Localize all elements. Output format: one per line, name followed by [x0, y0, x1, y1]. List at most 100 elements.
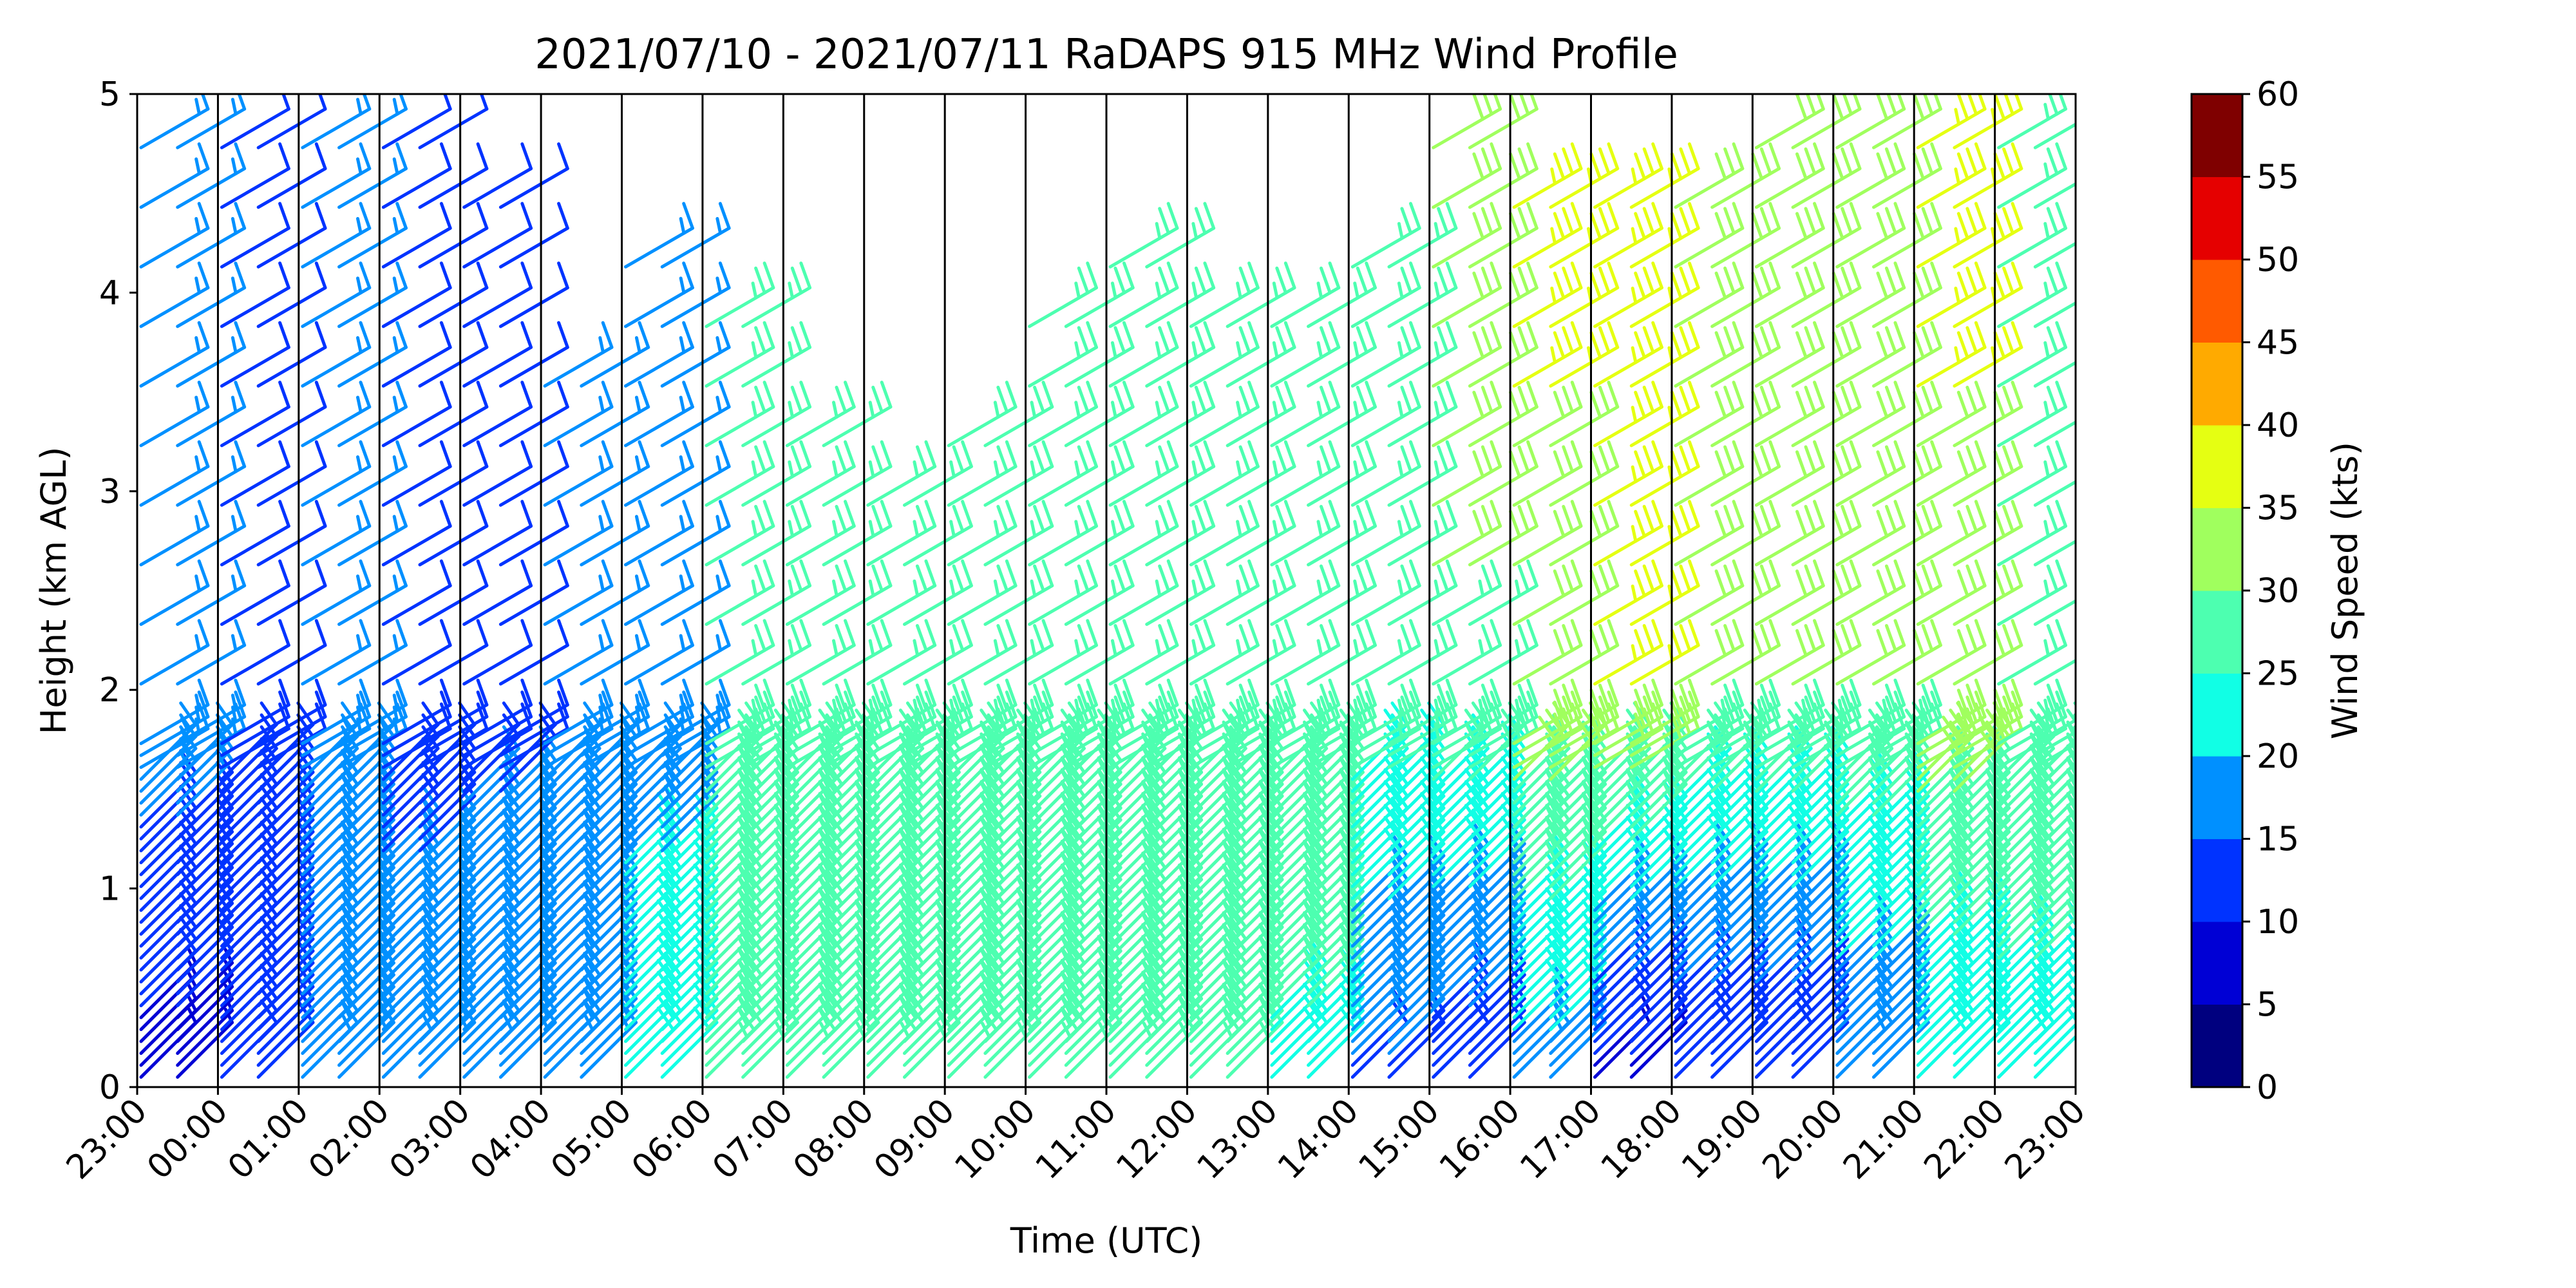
wind-barb	[418, 321, 489, 388]
colorbar-segment	[2192, 673, 2242, 757]
wind-barb	[176, 820, 234, 900]
wind-barb	[1307, 500, 1377, 567]
wind-barb	[902, 619, 973, 686]
wind-barb	[220, 690, 290, 757]
colorbar-tick-label: 55	[2257, 158, 2299, 197]
wind-barb	[1710, 619, 1781, 686]
wind-barb	[822, 381, 893, 448]
wind-barb	[705, 321, 775, 388]
wind-barb	[1307, 619, 1377, 686]
wind-barb	[498, 500, 569, 567]
wind-barb	[705, 440, 775, 507]
wind-barb	[1710, 202, 1781, 269]
colorbar-segment	[2192, 342, 2242, 426]
wind-barb	[1226, 381, 1296, 448]
wind-barb	[256, 440, 327, 507]
wind-barb	[256, 987, 315, 1067]
wind-barb	[176, 844, 234, 924]
x-tick-label: 11:00	[1028, 1092, 1124, 1187]
wind-barb	[785, 678, 856, 745]
wind-barb	[176, 797, 234, 876]
wind-barb	[256, 381, 327, 448]
wind-barb	[947, 678, 1018, 745]
wind-barb	[1710, 440, 1781, 507]
wind-barb	[822, 500, 893, 567]
y-tick-label: 3	[99, 473, 120, 511]
colorbar: 0 5 10 15 20 25 30 35 40 45 50 55 60	[2190, 75, 2299, 1107]
wind-barb	[498, 142, 569, 209]
wind-barb	[1549, 321, 1620, 388]
wind-barb	[741, 678, 812, 745]
wind-barb	[983, 678, 1054, 745]
wind-barb	[301, 381, 372, 448]
wind-barb	[1064, 619, 1135, 686]
wind-barb	[462, 202, 533, 269]
wind-barb	[220, 500, 290, 567]
wind-barb	[301, 559, 372, 626]
wind-barb	[1710, 142, 1781, 209]
wind-barb	[660, 321, 731, 388]
wind-barb	[1871, 440, 1942, 507]
wind-barb	[543, 678, 614, 745]
wind-barb	[1791, 500, 1862, 567]
wind-barb	[983, 500, 1054, 567]
wind-barb	[301, 500, 372, 567]
wind-barb	[660, 500, 731, 567]
wind-barb	[256, 749, 315, 829]
wind-barb	[741, 381, 812, 448]
wind-barb	[418, 559, 489, 626]
wind-barb	[1549, 261, 1620, 328]
wind-barb	[256, 761, 315, 840]
wind-barb	[1350, 202, 1421, 269]
wind-barb	[176, 559, 247, 626]
colorbar-segment	[2192, 94, 2242, 177]
colorbar-tick-label: 35	[2257, 489, 2299, 528]
wind-barb	[543, 381, 614, 448]
wind-barb	[256, 856, 315, 936]
wind-barb	[1791, 559, 1862, 626]
wind-barb	[301, 202, 372, 269]
wind-barb	[1387, 321, 1458, 388]
wind-barb	[256, 892, 315, 972]
wind-barb	[705, 690, 775, 757]
x-tick-label: 17:00	[1513, 1092, 1608, 1187]
wind-barb	[866, 619, 937, 686]
colorbar-label: Wind Speed (kts)	[2325, 442, 2365, 739]
wind-barb	[381, 142, 452, 209]
x-axis-label: Time (UTC)	[1010, 1220, 1203, 1261]
wind-barb	[902, 678, 973, 745]
wind-barb	[462, 500, 533, 567]
wind-barb	[785, 690, 856, 757]
wind-barb	[902, 559, 973, 626]
wind-barb	[176, 381, 247, 448]
wind-barb	[337, 261, 408, 328]
wind-barbs-layer	[139, 94, 2076, 1079]
wind-barb	[1629, 500, 1700, 567]
wind-barb	[1145, 321, 1216, 388]
wind-barb	[543, 619, 614, 686]
wind-barb	[785, 440, 856, 507]
wind-barb	[176, 916, 234, 996]
wind-barb	[866, 559, 937, 626]
wind-barb	[1189, 690, 1260, 757]
wind-barb	[1953, 261, 2023, 328]
wind-barb	[2033, 182, 2076, 209]
wind-barb	[139, 321, 210, 388]
wind-barb	[624, 440, 694, 507]
x-tick-label: 01:00	[221, 1092, 316, 1187]
wind-barb	[256, 500, 327, 567]
wind-barb	[1108, 500, 1179, 567]
wind-barb	[1629, 142, 1700, 209]
wind-barb	[1871, 500, 1942, 567]
wind-barb	[176, 927, 234, 1008]
wind-barb	[1387, 559, 1458, 626]
wind-barb	[1871, 559, 1942, 626]
x-tick-label: 21:00	[1836, 1092, 1931, 1187]
wind-barb	[176, 678, 247, 745]
wind-barb	[1064, 440, 1135, 507]
wind-barb	[220, 142, 290, 209]
wind-barb	[580, 559, 650, 626]
wind-barb	[705, 678, 775, 745]
wind-barb	[301, 261, 372, 328]
wind-barb	[983, 381, 1054, 448]
